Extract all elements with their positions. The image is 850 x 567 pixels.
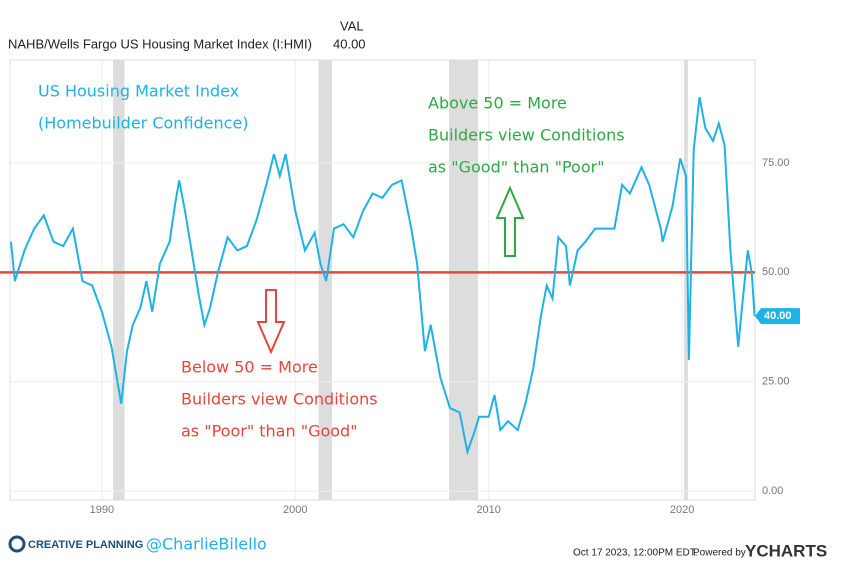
shaded-period <box>113 60 125 500</box>
annotation-below: Builders view Conditions <box>181 390 378 409</box>
x-tick-label: 2020 <box>670 504 694 516</box>
y-tick-label: 75.00 <box>762 157 790 169</box>
annotation-above: Builders view Conditions <box>428 126 625 145</box>
header-series: NAHB/Wells Fargo US Housing Market Index… <box>8 36 312 51</box>
header-value: 40.00 <box>333 36 366 51</box>
handle: @CharlieBilello <box>146 535 267 554</box>
x-tick-label: 1990 <box>90 504 114 516</box>
end-label: 40.00 <box>764 310 792 322</box>
x-tick-label: 2010 <box>476 504 500 516</box>
plot-frame <box>9 59 756 501</box>
annotation-title: (Homebuilder Confidence) <box>38 114 249 133</box>
plot: 0.00 25.00 50.00 75.00 1990 2000 2010 2020 40.00 <box>0 60 800 516</box>
y-tick-label: 50.00 <box>762 266 790 278</box>
y-tick-label: 25.00 <box>762 376 790 388</box>
annotation-title: US Housing Market Index <box>38 82 239 101</box>
shaded-period <box>684 60 688 500</box>
ycharts: YCHARTS <box>745 541 827 560</box>
annotation-below: Below 50 = More <box>181 358 318 377</box>
powered: Powered by <box>693 548 746 559</box>
y-tick-label: 0.00 <box>762 485 783 497</box>
header-col: VAL <box>340 18 364 33</box>
shaded-period <box>449 60 479 500</box>
end-label-box <box>755 308 800 325</box>
x-tick-label: 2000 <box>283 504 307 516</box>
brand: CREATIVE PLANNING <box>28 539 143 551</box>
annotation-above: as "Good" than "Poor" <box>428 158 605 177</box>
annotation-above: Above 50 = More <box>428 94 567 113</box>
arrow-down <box>256 289 286 355</box>
annotation-below: as "Poor" than "Good" <box>181 422 358 441</box>
brand-logo <box>8 535 26 553</box>
timestamp: Oct 17 2023, 12:00PM EDT. <box>573 548 698 559</box>
arrow-up <box>495 185 525 257</box>
series-line <box>10 97 756 456</box>
